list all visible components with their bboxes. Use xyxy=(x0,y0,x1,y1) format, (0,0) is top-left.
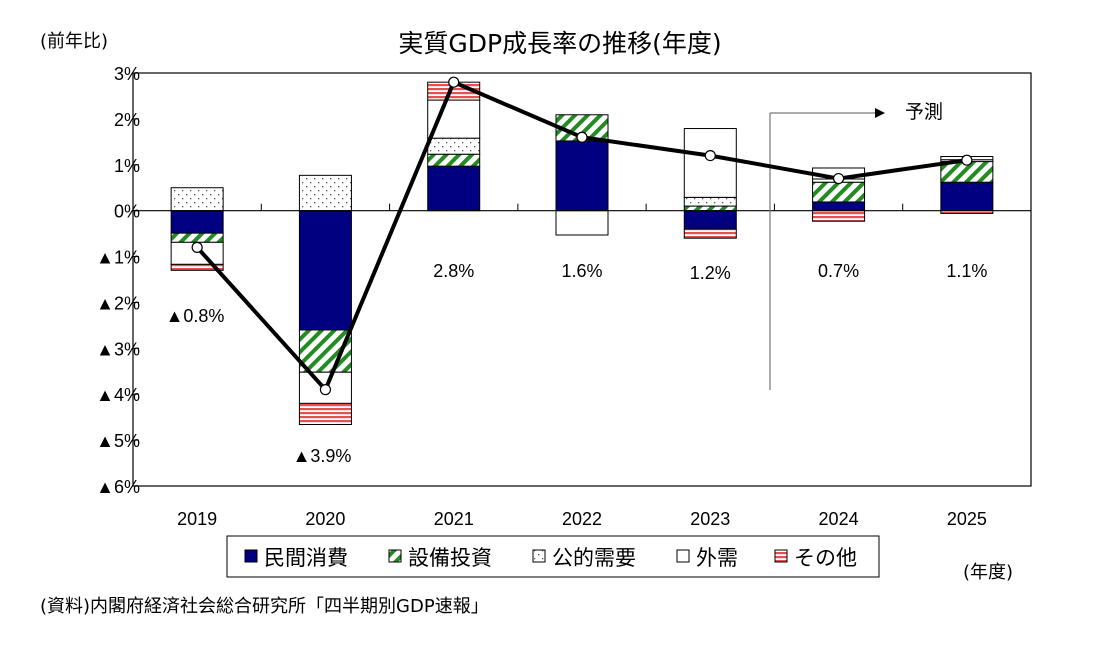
bar-segment-2023-4 xyxy=(683,228,737,239)
bar-segment-2020-2 xyxy=(298,174,352,212)
chart-title: 実質GDP成長率の推移(年度) xyxy=(398,29,721,58)
bar-segment-2020-0 xyxy=(298,210,352,331)
legend-label: 公的需要 xyxy=(552,546,636,570)
x-tick-label: 2019 xyxy=(177,509,217,529)
bar-segment-2019-1 xyxy=(170,232,224,243)
y-tick-label: 1% xyxy=(114,156,140,176)
bar-segment-2022-0 xyxy=(555,140,609,212)
bar-segment-2023-1 xyxy=(683,205,737,212)
bar-segment-2020-4 xyxy=(298,402,352,426)
y-axis-label: (前年比) xyxy=(40,31,108,52)
legend-swatch-0 xyxy=(244,549,258,563)
x-tick-label: 2023 xyxy=(690,509,730,529)
data-label: 1.1% xyxy=(946,261,987,281)
bar-segment-2019-4 xyxy=(170,263,224,271)
legend-swatch-4 xyxy=(774,549,788,563)
y-tick-label: ▲5% xyxy=(96,431,140,451)
line-point-2021 xyxy=(448,76,460,88)
y-tick-label: 2% xyxy=(114,110,140,130)
forecast-annotation: 予測 xyxy=(769,101,943,390)
bar-segment-2021-2 xyxy=(427,137,481,155)
legend-swatch-1 xyxy=(388,549,402,563)
line-point-2019 xyxy=(191,241,203,253)
y-tick-label: ▲4% xyxy=(96,385,140,405)
data-label: 1.6% xyxy=(561,261,602,281)
y-tick-label: 0% xyxy=(114,202,140,222)
source-note: (資料)内閣府経済社会総合研究所「四半期別GDP速報」 xyxy=(40,596,489,617)
data-label: ▲0.8% xyxy=(166,306,225,326)
arrow-right-icon xyxy=(875,108,885,118)
x-tick-label: 2022 xyxy=(562,509,602,529)
legend: 民間消費 設備投資 公的需要 外需 その他 xyxy=(226,535,880,578)
line-point-2024 xyxy=(832,172,845,185)
legend-label: 民間消費 xyxy=(264,546,348,570)
x-tick-label: 2024 xyxy=(819,509,859,529)
bar-segment-2025-0 xyxy=(940,181,994,212)
bar-segment-2021-3 xyxy=(427,99,481,139)
data-label: 0.7% xyxy=(818,261,859,281)
x-tick-label: 2020 xyxy=(305,509,345,529)
x-tick-label: 2021 xyxy=(434,509,474,529)
y-tick-label: ▲3% xyxy=(96,339,140,359)
bar-segment-2019-2 xyxy=(170,187,224,212)
data-label: 1.2% xyxy=(690,263,731,283)
data-label: 2.8% xyxy=(433,261,474,281)
bar-segment-2024-4 xyxy=(812,210,866,222)
bar-segment-2022-3 xyxy=(555,210,609,236)
y-tick-label: ▲6% xyxy=(96,477,140,497)
bar-segment-2024-0 xyxy=(812,201,866,212)
line-point-2022 xyxy=(576,131,588,143)
bar-segment-2023-0 xyxy=(683,210,737,230)
legend-label: 外需 xyxy=(696,546,738,570)
x-axis-label: (年度) xyxy=(963,562,1013,583)
y-tick-label: ▲2% xyxy=(96,293,140,313)
legend-label: 設備投資 xyxy=(408,546,492,570)
bar-segment-2019-0 xyxy=(170,210,224,234)
forecast-label: 予測 xyxy=(905,101,943,123)
bar-segment-2021-0 xyxy=(427,165,481,212)
plot-frame xyxy=(132,72,1032,487)
legend-label: その他 xyxy=(794,546,857,570)
x-tick-label: 2025 xyxy=(947,509,987,529)
legend-swatch-2 xyxy=(532,549,546,563)
line-point-2025 xyxy=(961,154,973,166)
line-point-2023 xyxy=(704,150,716,162)
bar-segment-2023-2 xyxy=(683,196,737,207)
line-point-2020 xyxy=(319,384,332,396)
bar-segment-2021-1 xyxy=(427,153,481,167)
legend-swatch-3 xyxy=(676,549,690,563)
bar-segment-2024-1 xyxy=(812,181,866,203)
bar-segment-2023-3 xyxy=(683,128,737,198)
y-tick-label: ▲1% xyxy=(96,248,140,268)
y-tick-label: 3% xyxy=(114,64,140,84)
data-label: ▲3.9% xyxy=(293,446,352,466)
